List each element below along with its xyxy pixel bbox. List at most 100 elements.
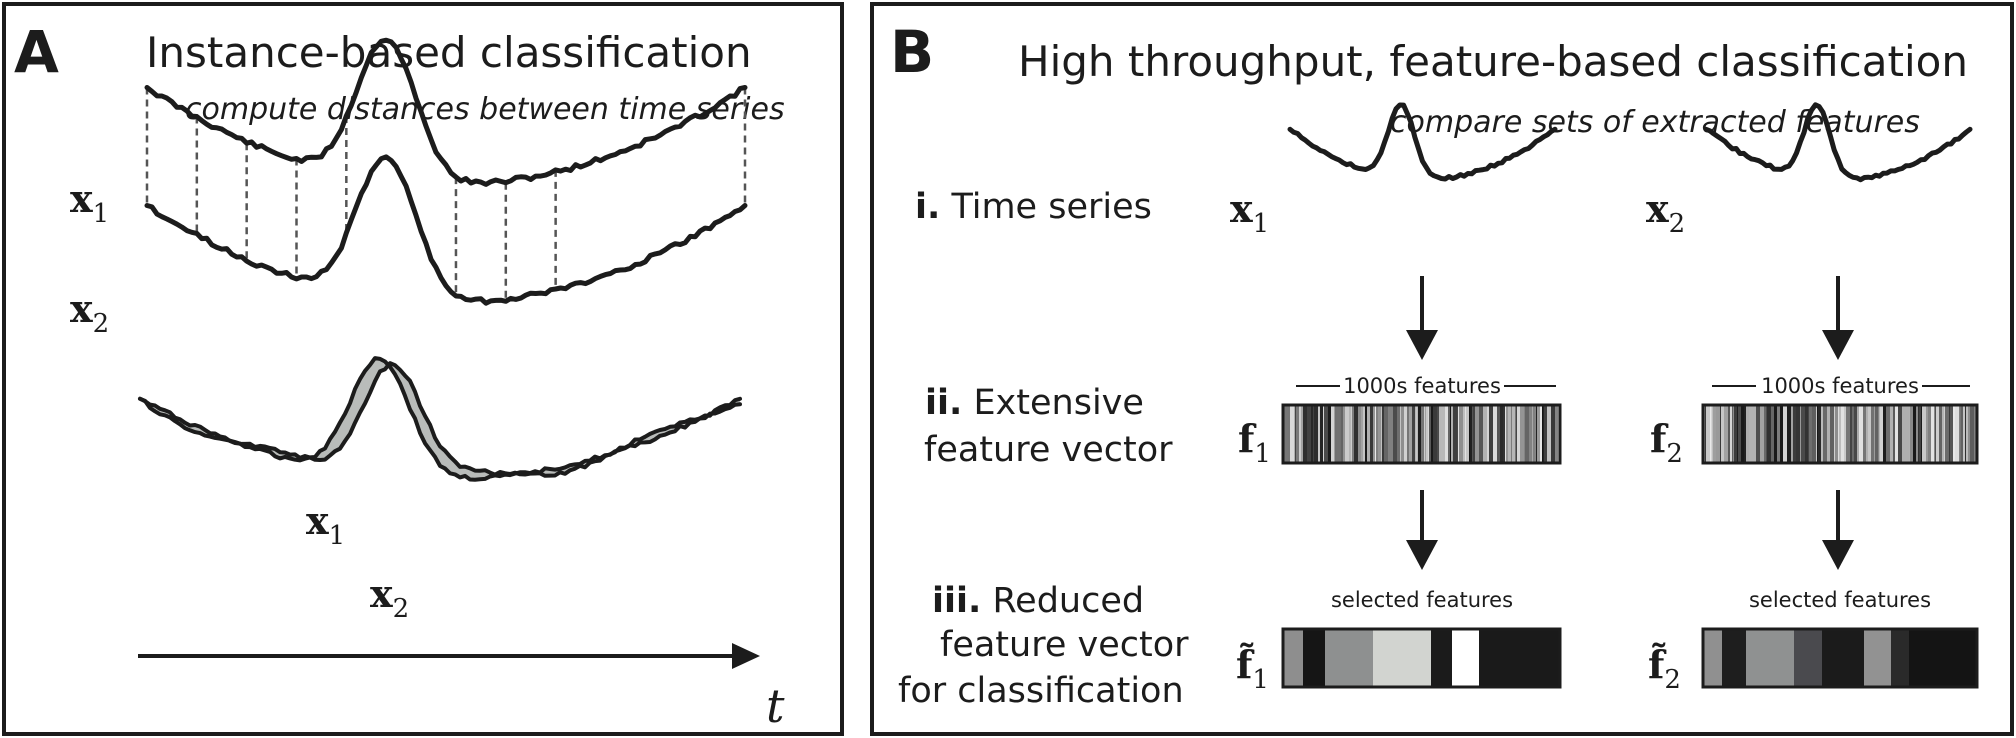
feature-bar: [1397, 405, 1400, 463]
column-2-series-label: x2: [1646, 186, 1685, 239]
feature-bar: [1902, 405, 1905, 463]
feature-bar: [1445, 405, 1448, 463]
feature-bar: [1535, 405, 1536, 463]
feature-bar: [1428, 405, 1429, 463]
feature-bar: [1886, 405, 1890, 463]
column-1-feature-vector: [1283, 405, 1560, 463]
feature-bar: [1760, 405, 1764, 463]
feature-bar: [1506, 405, 1508, 463]
feature-bar: [1710, 405, 1711, 463]
feature-bar: [1890, 405, 1893, 463]
feature-bar: [1448, 405, 1450, 463]
feature-bar: [1706, 405, 1710, 463]
feature-bar: [1373, 405, 1375, 463]
feature-bar: [1841, 405, 1844, 463]
feature-bar: [1871, 405, 1874, 463]
feature-bar: [1499, 405, 1500, 463]
column-2-arrowhead-2: [1822, 540, 1854, 570]
column-2-features-caption: 1000s features: [1761, 374, 1919, 398]
feature-bar: [1959, 405, 1960, 463]
step-iii-label-line3: for classification: [898, 671, 1184, 711]
feature-bar: [1895, 405, 1898, 463]
selected-feature-block: [1303, 629, 1325, 687]
feature-bar: [1450, 405, 1451, 463]
feature-bar: [1950, 405, 1953, 463]
selected-feature-block: [1891, 629, 1909, 687]
feature-bar: [1517, 405, 1520, 463]
column-2-selected-caption: selected features: [1749, 588, 1931, 612]
feature-bar: [1415, 405, 1416, 463]
feature-bar: [1945, 405, 1949, 463]
feature-bar: [1431, 405, 1433, 463]
feature-bar: [1294, 405, 1295, 463]
feature-bar: [1463, 405, 1465, 463]
feature-bar: [1817, 405, 1818, 463]
feature-bar: [1730, 405, 1732, 463]
panel-b-letter: B: [890, 18, 934, 86]
feature-bar: [1370, 405, 1373, 463]
feature-bar: [1497, 405, 1499, 463]
feature-bar: [1426, 405, 1427, 463]
feature-bar: [1487, 405, 1489, 463]
feature-bar: [1508, 405, 1511, 463]
column-1-feature-vector-frame: [1281, 403, 1562, 465]
feature-bar: [1352, 405, 1354, 463]
feature-bar: [1441, 405, 1445, 463]
feature-bar: [1536, 405, 1537, 463]
feature-bar: [1299, 405, 1301, 463]
feature-bar: [1774, 405, 1777, 463]
feature-bar: [1898, 405, 1902, 463]
feature-bar: [1365, 405, 1367, 463]
feature-bar: [1525, 405, 1529, 463]
feature-bar: [1921, 405, 1922, 463]
feature-bar: [1796, 405, 1800, 463]
feature-bar: [1850, 405, 1852, 463]
feature-bar: [1544, 405, 1547, 463]
feature-bar: [1384, 405, 1388, 463]
feature-bar: [1965, 405, 1966, 463]
feature-bar: [1846, 405, 1850, 463]
feature-bar: [1475, 405, 1479, 463]
feature-bar: [1416, 405, 1417, 463]
feature-bar: [1537, 405, 1540, 463]
column-1-arrowhead-2: [1406, 540, 1438, 570]
feature-bar: [1503, 405, 1505, 463]
selected-feature-block: [1722, 629, 1746, 687]
feature-bar: [1520, 405, 1524, 463]
selected-feature-block: [1864, 629, 1891, 687]
feature-bar: [1328, 405, 1331, 463]
feature-bar: [1705, 405, 1706, 463]
feature-bar: [1827, 405, 1830, 463]
feature-bar: [1389, 405, 1393, 463]
step-ii-label-line2: feature vector: [924, 430, 1173, 470]
feature-bar: [1303, 405, 1307, 463]
feature-bar: [1324, 405, 1328, 463]
feature-bar: [1823, 405, 1827, 463]
column-2-feature-vector: [1703, 405, 1977, 463]
feature-bar: [1511, 405, 1512, 463]
time-axis-label: t: [766, 679, 785, 733]
feature-bar: [1472, 405, 1473, 463]
feature-bar: [1712, 405, 1713, 463]
feature-bar: [1425, 405, 1426, 463]
feature-bar: [1944, 405, 1945, 463]
feature-bar: [1737, 405, 1738, 463]
feature-bar: [1375, 405, 1376, 463]
feature-bar: [1337, 405, 1341, 463]
series-x2-curve: [144, 154, 748, 306]
feature-bar: [1968, 405, 1970, 463]
feature-bar: [1874, 405, 1875, 463]
feature-bar: [1721, 405, 1724, 463]
selected-feature-block: [1909, 629, 1977, 687]
feature-bar: [1376, 405, 1378, 463]
feature-bar: [1331, 405, 1334, 463]
feature-bar: [1963, 405, 1965, 463]
feature-bar: [1839, 405, 1841, 463]
feature-bar: [1313, 405, 1314, 463]
feature-bar: [1838, 405, 1839, 463]
feature-bar: [1830, 405, 1834, 463]
panel-a-letter: A: [14, 18, 59, 86]
feature-bar: [1470, 405, 1472, 463]
feature-bar: [1489, 405, 1493, 463]
selected-feature-block: [1431, 629, 1452, 687]
